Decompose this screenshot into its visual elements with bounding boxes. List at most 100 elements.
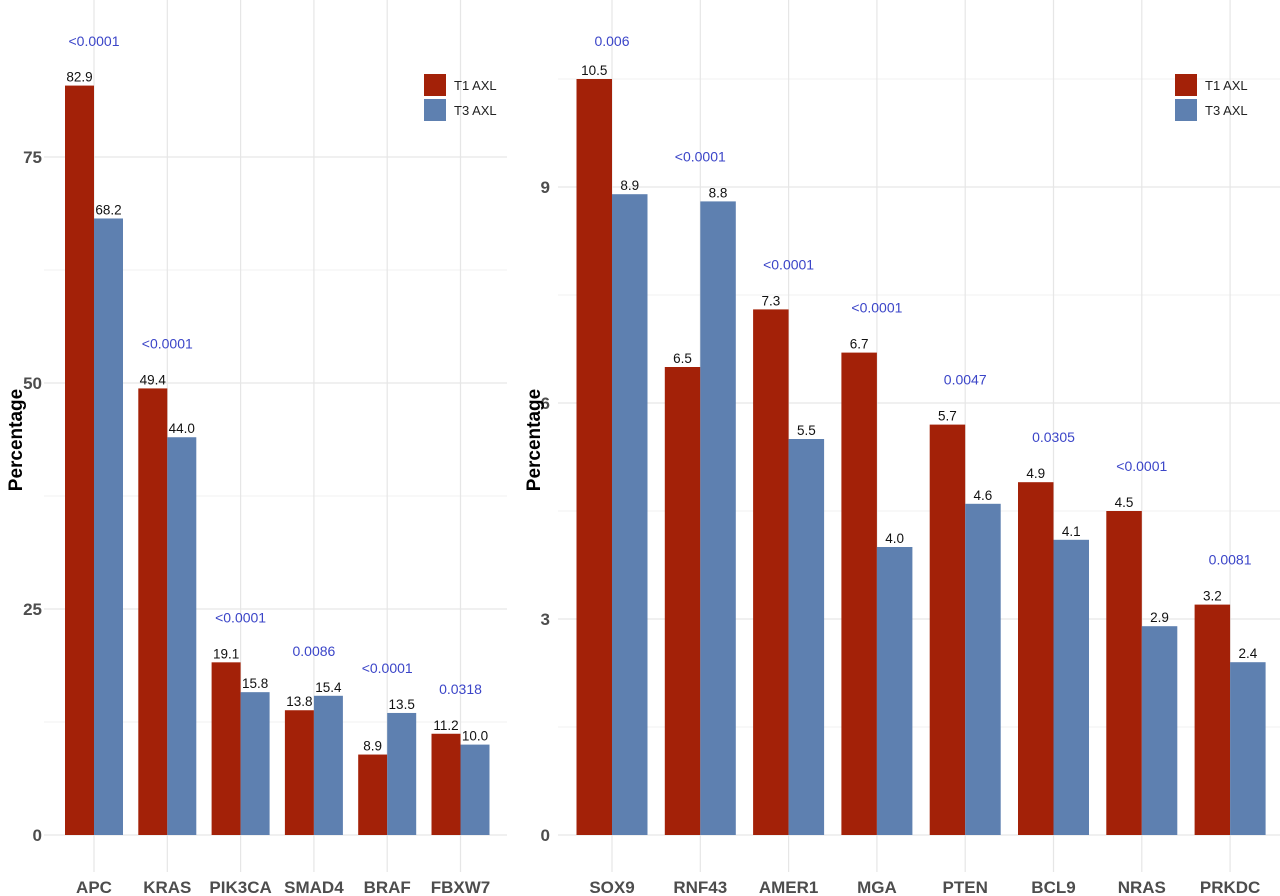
value-label: 3.2 — [1203, 589, 1222, 604]
bar-t1-bcl9 — [1018, 482, 1054, 835]
value-label: 5.5 — [797, 423, 816, 438]
value-label: 15.8 — [242, 676, 268, 691]
value-label: 4.6 — [974, 488, 993, 503]
x-tick-label: NRAS — [1118, 878, 1166, 896]
left-panel: 0 25 50 75 Percentage 82.9 68.2 APC 49.4 44.0 KRAS… — [6, 0, 507, 896]
y-tick-label: 6 — [541, 394, 550, 413]
value-label: 2.4 — [1238, 646, 1257, 661]
bar-t1-apc — [65, 85, 94, 836]
p-value-annotation: <0.0001 — [362, 660, 413, 676]
value-label: 5.7 — [938, 409, 957, 424]
value-label: 82.9 — [66, 70, 92, 85]
p-value-annotation: <0.0001 — [69, 33, 120, 49]
y-tick-label: 0 — [33, 826, 42, 845]
bar-t1-braf — [358, 754, 388, 835]
x-tick-label: AMER1 — [759, 878, 819, 896]
value-label: 13.5 — [389, 697, 415, 712]
bar-t3-fbxw7 — [460, 744, 490, 835]
x-tick-label: APC — [76, 878, 112, 896]
bar-t3-nras — [1141, 626, 1178, 835]
value-label: 6.7 — [850, 337, 869, 352]
value-label: 49.4 — [140, 372, 167, 387]
legend-label: T1 AXL — [1205, 78, 1248, 93]
x-tick-label: SMAD4 — [284, 878, 344, 896]
legend-swatch-t3 — [1175, 99, 1197, 121]
p-value-annotation: <0.0001 — [675, 148, 726, 164]
value-label: 2.9 — [1150, 610, 1169, 625]
bar-t1-mga — [841, 352, 877, 835]
p-value-annotation: 0.0047 — [944, 372, 987, 388]
p-value-annotation: 0.006 — [594, 33, 629, 49]
x-tick-label: KRAS — [143, 878, 191, 896]
bar-t3-sox9 — [612, 194, 648, 835]
bar-t3-braf — [387, 712, 417, 835]
legend: T1 AXL T3 AXL — [424, 74, 497, 121]
bar-t1-nras — [1106, 511, 1142, 835]
value-label: 4.0 — [885, 531, 904, 546]
value-label: 68.2 — [95, 202, 121, 217]
legend-swatch-t3 — [424, 99, 446, 121]
bar-t3-mga — [876, 547, 913, 835]
value-label: 10.5 — [581, 63, 607, 78]
legend-label: T1 AXL — [454, 78, 497, 93]
x-tick-label: PRKDC — [1200, 878, 1260, 896]
bar-t3-apc — [94, 218, 123, 836]
bar-t1-fbxw7 — [431, 733, 461, 835]
bar-t1-rnf43 — [664, 367, 701, 835]
legend-swatch-t1 — [1175, 74, 1197, 96]
x-tick-label: BCL9 — [1031, 878, 1075, 896]
bar-t3-pten — [965, 503, 1001, 835]
p-value-annotation: <0.0001 — [763, 256, 814, 272]
value-label: 15.4 — [315, 680, 342, 695]
bar-t3-prkdc — [1230, 662, 1266, 835]
value-label: 4.9 — [1026, 466, 1045, 481]
bar-t3-smad4 — [313, 695, 343, 835]
p-value-annotation: 0.0318 — [439, 681, 482, 697]
value-label: 44.0 — [169, 421, 195, 436]
y-tick-label: 25 — [23, 600, 42, 619]
y-tick-label: 0 — [541, 826, 550, 845]
bar-t1-pik3ca — [211, 662, 241, 835]
y-tick-label: 3 — [541, 610, 550, 629]
y-tick-label: 50 — [23, 374, 42, 393]
value-label: 13.8 — [286, 694, 312, 709]
p-value-annotation: 0.0086 — [292, 643, 335, 659]
value-label: 19.1 — [213, 646, 239, 661]
y-axis-label: Percentage — [6, 389, 27, 491]
value-label: 8.8 — [709, 185, 728, 200]
value-label: 7.3 — [761, 293, 780, 308]
legend: T1 AXL T3 AXL — [1175, 74, 1248, 121]
x-tick-label: PTEN — [943, 878, 988, 896]
p-value-annotation: 0.0305 — [1032, 429, 1075, 445]
bar-t3-kras — [167, 437, 197, 835]
x-tick-label: PIK3CA — [209, 878, 271, 896]
value-label: 11.2 — [433, 718, 458, 733]
legend-swatch-t1 — [424, 74, 446, 96]
bar-t1-pten — [929, 424, 966, 835]
bar-t3-bcl9 — [1053, 539, 1089, 835]
p-value-annotation: <0.0001 — [215, 609, 266, 625]
value-label: 8.9 — [620, 178, 639, 193]
p-value-annotation: <0.0001 — [1116, 458, 1167, 474]
value-label: 8.9 — [363, 739, 382, 754]
p-value-annotation: 0.0081 — [1209, 552, 1252, 568]
y-tick-label: 9 — [541, 178, 550, 197]
bar-t1-smad4 — [284, 710, 314, 835]
right-panel: 0 3 6 9 Percentage 10.5 8.9 SOX9 6.5 8.8 RNF43 7.3 5… — [524, 0, 1280, 896]
value-label: 6.5 — [673, 351, 692, 366]
value-label: 4.1 — [1062, 524, 1081, 539]
bar-t1-prkdc — [1194, 604, 1231, 835]
value-label: 10.0 — [462, 729, 488, 744]
x-tick-label: RNF43 — [673, 878, 727, 896]
bar-t1-sox9 — [576, 79, 612, 835]
y-tick-label: 75 — [23, 148, 42, 167]
y-axis-label: Percentage — [524, 389, 545, 491]
bar-t3-pik3ca — [240, 692, 270, 835]
x-tick-label: BRAF — [364, 878, 411, 896]
value-label: 4.5 — [1115, 495, 1134, 510]
legend-label: T3 AXL — [1205, 103, 1248, 118]
bar-t3-rnf43 — [700, 201, 736, 835]
x-tick-label: SOX9 — [589, 878, 634, 896]
bar-t3-amer1 — [788, 439, 825, 835]
